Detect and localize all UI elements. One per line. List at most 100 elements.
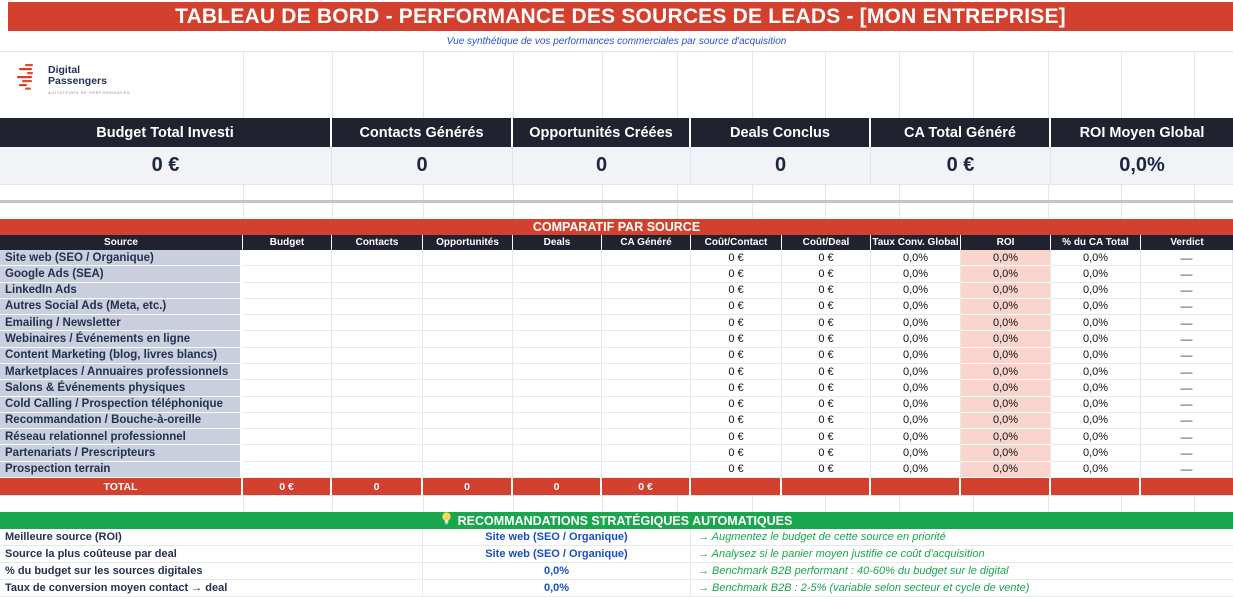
empty-cell[interactable] xyxy=(602,429,691,446)
source-cell[interactable]: Salons & Événements physiques xyxy=(0,380,243,397)
empty-cell[interactable] xyxy=(602,396,691,413)
cell-roi[interactable]: 0,0% xyxy=(961,363,1051,381)
cell-taux-conv[interactable]: 0,0% xyxy=(871,315,961,332)
total-label[interactable]: TOTAL xyxy=(0,478,243,495)
cell-roi[interactable]: 0,0% xyxy=(961,282,1051,299)
empty-cell[interactable] xyxy=(602,347,691,364)
cell-cout-deal[interactable]: 0 € xyxy=(782,380,871,397)
total-empty[interactable] xyxy=(1141,478,1233,495)
cell-roi[interactable]: 0,0% xyxy=(961,412,1051,430)
empty-cell[interactable] xyxy=(423,380,513,397)
cell-pct-ca[interactable]: 0,0% xyxy=(1051,250,1141,267)
kpi-value[interactable]: 0 € xyxy=(0,147,332,184)
empty-cell[interactable] xyxy=(513,315,602,332)
cell-pct-ca[interactable]: 0,0% xyxy=(1051,331,1141,348)
empty-cell[interactable] xyxy=(243,461,332,478)
total-empty[interactable] xyxy=(871,478,961,495)
empty-cell[interactable] xyxy=(423,282,513,299)
rec-value-cell[interactable]: 0,0% xyxy=(423,563,691,580)
cell-cout-contact[interactable]: 0 € xyxy=(691,363,782,381)
empty-cell[interactable] xyxy=(332,429,423,446)
empty-cell[interactable] xyxy=(243,282,332,299)
empty-cell[interactable] xyxy=(602,282,691,299)
empty-cell[interactable] xyxy=(423,412,513,430)
cell-roi[interactable]: 0,0% xyxy=(961,298,1051,316)
empty-cell[interactable] xyxy=(513,331,602,348)
empty-cell[interactable] xyxy=(243,429,332,446)
cell-roi[interactable]: 0,0% xyxy=(961,347,1051,364)
cell-pct-ca[interactable]: 0,0% xyxy=(1051,315,1141,332)
rec-value-cell[interactable]: 0,0% xyxy=(423,580,691,597)
empty-cell[interactable] xyxy=(332,266,423,283)
kpi-value[interactable]: 0,0% xyxy=(1119,154,1165,176)
kpi-value[interactable]: 0 xyxy=(332,147,513,184)
empty-cell[interactable] xyxy=(243,298,332,316)
empty-cell[interactable] xyxy=(423,298,513,316)
cell-taux-conv[interactable]: 0,0% xyxy=(871,282,961,299)
kpi-value[interactable]: 0 xyxy=(691,147,871,184)
rec-advice-cell[interactable]: → Benchmark B2B : 2-5% (variable selon s… xyxy=(691,580,1233,597)
empty-cell[interactable] xyxy=(602,315,691,332)
empty-cell[interactable] xyxy=(423,461,513,478)
empty-cell[interactable] xyxy=(243,315,332,332)
source-cell[interactable]: Emailing / Newsletter xyxy=(0,315,243,332)
empty-cell[interactable] xyxy=(513,363,602,381)
empty-cell[interactable] xyxy=(423,396,513,413)
empty-cell[interactable] xyxy=(602,298,691,316)
rec-value-cell[interactable]: Site web (SEO / Organique) xyxy=(423,546,691,563)
cell-taux-conv[interactable]: 0,0% xyxy=(871,380,961,397)
empty-cell[interactable] xyxy=(602,461,691,478)
cell-cout-deal[interactable]: 0 € xyxy=(782,266,871,283)
source-cell[interactable]: Recommandation / Bouche-à-oreille xyxy=(0,412,243,430)
empty-cell[interactable] xyxy=(513,445,602,462)
empty-cell[interactable] xyxy=(513,412,602,430)
empty-cell[interactable] xyxy=(423,363,513,381)
empty-cell[interactable] xyxy=(602,380,691,397)
rec-advice-cell[interactable]: → Augmentez le budget de cette source en… xyxy=(691,529,1233,546)
cell-cout-contact[interactable]: 0 € xyxy=(691,347,782,364)
empty-cell[interactable] xyxy=(513,282,602,299)
empty-cell[interactable] xyxy=(332,396,423,413)
cell-cout-deal[interactable]: 0 € xyxy=(782,461,871,478)
empty-cell[interactable] xyxy=(423,347,513,364)
rec-label-cell[interactable]: Source la plus coûteuse par deal xyxy=(0,546,423,563)
source-cell[interactable]: Google Ads (SEA) xyxy=(0,266,243,283)
cell-cout-contact[interactable]: 0 € xyxy=(691,461,782,478)
cell-roi[interactable]: 0,0% xyxy=(961,315,1051,332)
cell-taux-conv[interactable]: 0,0% xyxy=(871,331,961,348)
cell-cout-contact[interactable]: 0 € xyxy=(691,380,782,397)
cell-verdict[interactable]: — xyxy=(1141,298,1233,316)
total-empty[interactable] xyxy=(782,478,871,495)
cell-pct-ca[interactable]: 0,0% xyxy=(1051,347,1141,364)
cell-verdict[interactable]: — xyxy=(1141,347,1233,364)
cell-roi[interactable]: 0,0% xyxy=(961,429,1051,446)
source-cell[interactable]: Partenariats / Prescripteurs xyxy=(0,445,243,462)
empty-cell[interactable] xyxy=(423,429,513,446)
empty-cell[interactable] xyxy=(513,298,602,316)
cell-cout-contact[interactable]: 0 € xyxy=(691,445,782,462)
cell-verdict[interactable]: — xyxy=(1141,315,1233,332)
cell-cout-deal[interactable]: 0 € xyxy=(782,331,871,348)
empty-cell[interactable] xyxy=(243,347,332,364)
cell-verdict[interactable]: — xyxy=(1141,396,1233,413)
empty-cell[interactable] xyxy=(513,266,602,283)
empty-cell[interactable] xyxy=(513,250,602,267)
empty-cell[interactable] xyxy=(243,396,332,413)
rec-label-cell[interactable]: % du budget sur les sources digitales xyxy=(0,563,423,580)
empty-cell[interactable] xyxy=(332,298,423,316)
cell-cout-contact[interactable]: 0 € xyxy=(691,331,782,348)
cell-verdict[interactable]: — xyxy=(1141,282,1233,299)
cell-pct-ca[interactable]: 0,0% xyxy=(1051,282,1141,299)
cell-taux-conv[interactable]: 0,0% xyxy=(871,363,961,381)
source-cell[interactable]: Content Marketing (blog, livres blancs) xyxy=(0,347,243,364)
empty-cell[interactable] xyxy=(602,445,691,462)
cell-cout-deal[interactable]: 0 € xyxy=(782,298,871,316)
empty-cell[interactable] xyxy=(243,380,332,397)
empty-cell[interactable] xyxy=(513,429,602,446)
cell-pct-ca[interactable]: 0,0% xyxy=(1051,445,1141,462)
cell-pct-ca[interactable]: 0,0% xyxy=(1051,298,1141,316)
source-cell[interactable]: Marketplaces / Annuaires professionnels xyxy=(0,363,243,381)
rec-label-cell[interactable]: Meilleure source (ROI) xyxy=(0,529,423,546)
cell-verdict[interactable]: — xyxy=(1141,380,1233,397)
empty-cell[interactable] xyxy=(513,347,602,364)
